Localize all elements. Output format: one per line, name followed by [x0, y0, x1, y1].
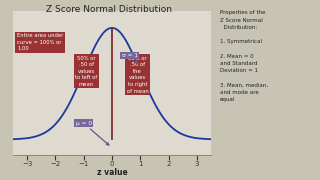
Text: μ = 0: μ = 0 [76, 121, 109, 145]
Text: Z Score Normal Distribution: Z Score Normal Distribution [46, 5, 172, 14]
Text: Entire area under
curve = 100% or
1.00: Entire area under curve = 100% or 1.00 [17, 33, 63, 51]
Text: σ = 1: σ = 1 [122, 53, 138, 63]
Text: 50% or
.50 of
values
to left of
mean: 50% or .50 of values to left of mean [76, 56, 98, 87]
Text: 50% or
.50 of
the
values
to right
of mean: 50% or .50 of the values to right of mea… [127, 56, 148, 94]
Text: Properties of the
Z Score Normal
  Distribution:

1. Symmetrical

2. Mean = 0
an: Properties of the Z Score Normal Distrib… [220, 10, 268, 102]
X-axis label: z value: z value [97, 168, 127, 177]
